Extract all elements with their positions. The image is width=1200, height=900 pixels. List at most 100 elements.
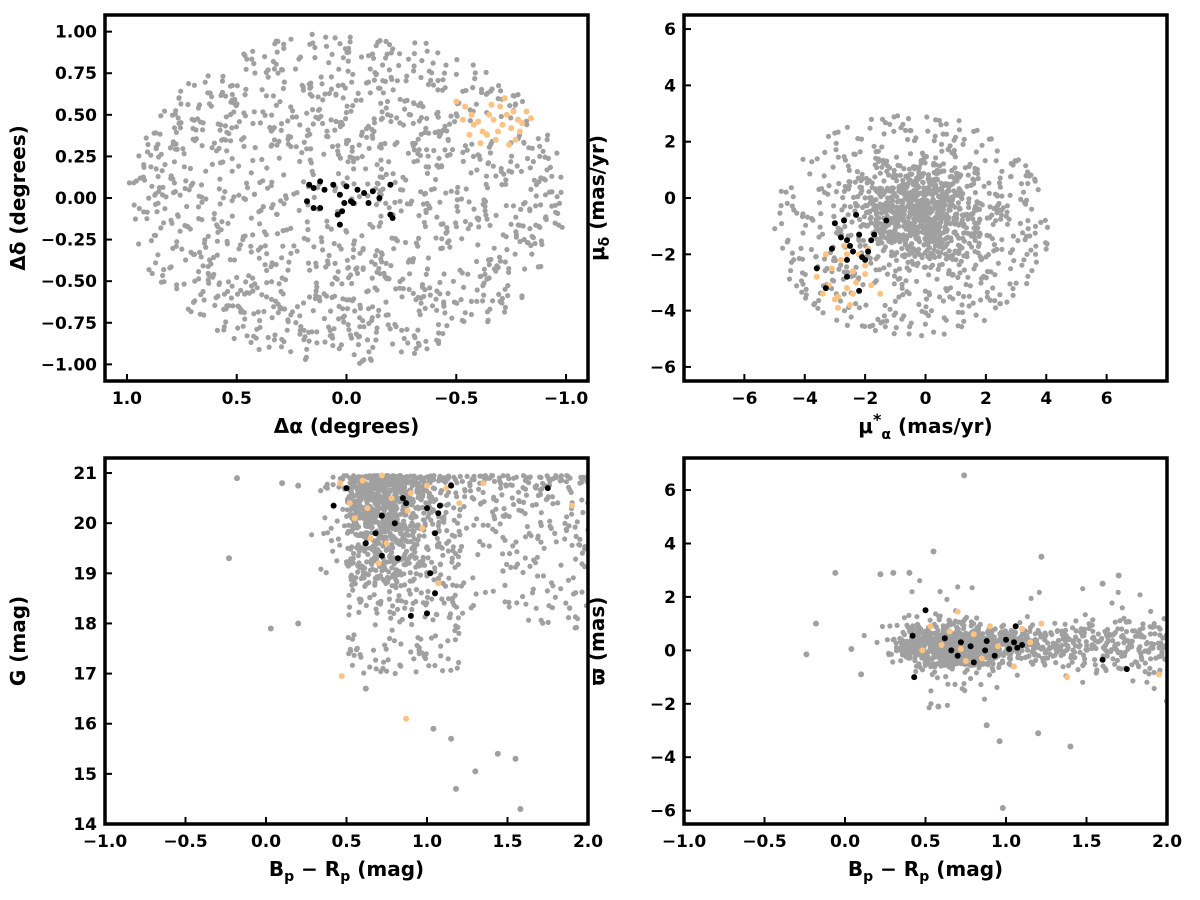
data-point (921, 230, 927, 236)
data-point (181, 281, 187, 287)
data-point (180, 146, 186, 152)
data-point (893, 257, 900, 263)
data-point (900, 292, 906, 298)
data-point (384, 523, 390, 530)
data-point (904, 289, 910, 295)
y-tick-label: −0.50 (41, 272, 97, 292)
data-point (363, 516, 369, 522)
data-point (920, 209, 926, 215)
data-point (236, 246, 242, 252)
data-point (259, 292, 265, 298)
data-point (927, 222, 933, 228)
data-point (423, 164, 429, 170)
data-point (197, 249, 203, 255)
data-point (333, 91, 339, 97)
data-point (323, 34, 329, 40)
data-point (1007, 281, 1013, 287)
data-point (229, 168, 235, 174)
data-point (243, 279, 249, 285)
data-point (423, 338, 429, 344)
data-point (976, 240, 982, 246)
data-point (369, 51, 376, 57)
data-point (350, 254, 356, 260)
data-point (903, 278, 909, 284)
data-point (455, 554, 461, 560)
data-point (943, 121, 949, 127)
data-point (508, 115, 514, 121)
data-point (564, 514, 570, 520)
data-point (370, 224, 376, 230)
data-point (321, 316, 327, 322)
data-point (351, 352, 357, 358)
data-point (891, 167, 897, 173)
data-point (160, 184, 166, 190)
data-point (981, 183, 987, 189)
data-point (195, 105, 201, 111)
data-point (396, 593, 402, 599)
data-point (297, 54, 304, 60)
data-point (221, 327, 227, 333)
data-point (556, 200, 563, 206)
data-point (523, 108, 530, 115)
data-point (145, 141, 151, 148)
data-point (521, 499, 527, 505)
data-point (242, 316, 248, 322)
data-point (485, 317, 491, 323)
data-point (388, 118, 394, 125)
data-point (844, 273, 850, 280)
data-point (260, 204, 266, 210)
data-point (933, 155, 939, 161)
data-point (456, 513, 462, 519)
data-point (497, 521, 503, 527)
y-tick-label: 17 (73, 665, 97, 685)
data-point (881, 178, 887, 184)
data-point (195, 204, 202, 210)
data-point (267, 625, 274, 632)
data-point (212, 302, 218, 308)
data-point (348, 108, 354, 114)
data-point (225, 220, 231, 226)
data-point (438, 490, 444, 496)
data-point (329, 332, 335, 338)
data-point (480, 542, 486, 548)
data-point (868, 260, 874, 266)
data-point (410, 140, 416, 146)
data-point (276, 155, 282, 161)
data-point (431, 577, 437, 583)
data-point (517, 806, 524, 812)
data-point (480, 283, 486, 289)
data-point (322, 515, 328, 521)
data-point (158, 225, 164, 231)
data-point (411, 100, 417, 107)
data-point (467, 480, 473, 486)
y-tick-label: 1.00 (55, 23, 97, 43)
data-point (434, 307, 440, 313)
data-point (999, 168, 1005, 174)
data-point (406, 56, 412, 62)
data-point (891, 281, 897, 287)
x-tick-label: 2.0 (573, 832, 603, 852)
data-point (357, 302, 363, 308)
data-point (868, 237, 875, 244)
data-point (975, 175, 981, 182)
data-point (250, 120, 256, 127)
data-point (469, 495, 475, 501)
y-tick-label: 16 (73, 715, 97, 735)
data-point (373, 329, 379, 335)
y-tick-label: 19 (73, 564, 97, 584)
data-point (820, 310, 826, 316)
data-point (436, 502, 443, 509)
data-point (392, 670, 398, 677)
data-point (999, 246, 1005, 252)
data-point (1092, 662, 1098, 668)
data-point (813, 265, 820, 272)
data-point (558, 586, 564, 592)
data-point (398, 208, 404, 214)
data-point (500, 551, 506, 557)
data-point (317, 106, 323, 112)
data-point (497, 258, 503, 264)
data-point (825, 133, 832, 139)
data-point (351, 632, 357, 638)
data-point (359, 477, 366, 484)
data-point (439, 245, 445, 251)
